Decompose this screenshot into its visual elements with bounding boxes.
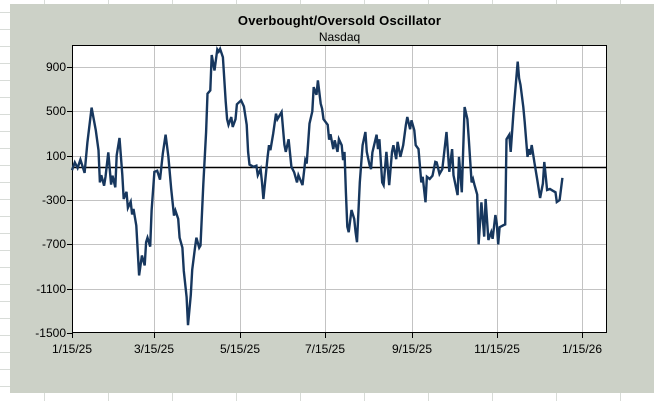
x-axis-label: 1/15/26 — [561, 342, 603, 356]
x-axis-label: 11/15/25 — [474, 342, 520, 356]
x-axis-label: 3/15/25 — [133, 342, 175, 356]
y-axis-label: 100 — [45, 149, 66, 163]
x-axis-label: 5/15/25 — [219, 342, 261, 356]
y-axis-label: -700 — [41, 237, 66, 251]
plot-background — [72, 45, 607, 333]
plot-border — [72, 45, 607, 333]
y-axis-label: 500 — [45, 104, 66, 118]
oscillator-chart-object[interactable]: Overbought/Oversold Oscillator Nasdaq 90… — [10, 4, 654, 393]
y-axis-label: 900 — [45, 60, 66, 74]
series-line — [70, 45, 564, 326]
y-axis-label: -1500 — [35, 326, 66, 340]
chart-title: Overbought/Oversold Oscillator — [237, 13, 442, 28]
y-axis-label: -1100 — [36, 282, 66, 296]
x-axis-label: 9/15/25 — [391, 342, 433, 356]
y-axis-label: -300 — [41, 193, 66, 207]
x-axis-label: 7/15/25 — [304, 342, 346, 356]
plot-area — [67, 45, 607, 338]
chart-subtitle: Nasdaq — [318, 30, 361, 44]
x-axis-label: 1/15/25 — [51, 342, 93, 356]
